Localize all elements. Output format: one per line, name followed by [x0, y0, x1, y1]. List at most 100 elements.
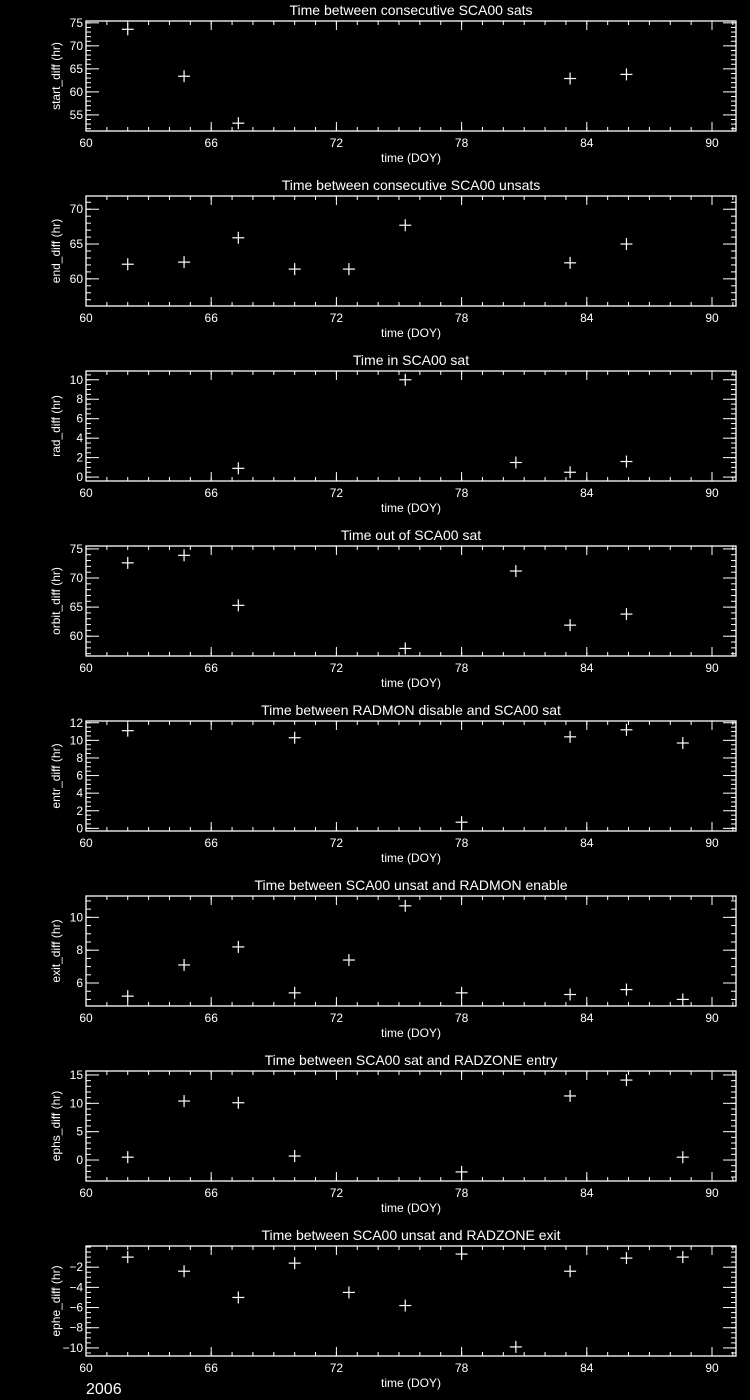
- data-point: [564, 466, 577, 479]
- x-tick-label: 90: [705, 136, 719, 150]
- data-point: [121, 23, 134, 36]
- x-tick-label: 60: [79, 661, 93, 675]
- x-tick-label: 84: [580, 1011, 594, 1025]
- x-tick-label: 78: [455, 836, 469, 850]
- x-tick-label: 84: [580, 1361, 594, 1375]
- x-tick-label: 90: [705, 486, 719, 500]
- data-point: [178, 1095, 191, 1108]
- chart-panel-1: Time between consecutive SCA00 sats time …: [49, 2, 737, 165]
- y-axis-label: start_diff (hr): [49, 42, 63, 110]
- chart-title: Time between RADMON disable and SCA00 sa…: [261, 702, 561, 718]
- x-tick-label: 72: [330, 1361, 344, 1375]
- chart-title: Time in SCA00 sat: [353, 352, 469, 368]
- y-tick-label: 60: [70, 629, 84, 643]
- y-tick-label: 10: [70, 910, 84, 924]
- data-point: [620, 608, 633, 621]
- x-tick-label: 84: [580, 836, 594, 850]
- x-tick-label: 78: [455, 1011, 469, 1025]
- x-tick-label: 66: [205, 311, 219, 325]
- data-point: [121, 1251, 134, 1264]
- data-point: [121, 556, 134, 569]
- y-tick-label: 70: [70, 202, 84, 216]
- data-point: [178, 256, 191, 269]
- y-tick-label: 65: [70, 600, 84, 614]
- plot-frame: [85, 545, 737, 657]
- y-tick-label: −8: [69, 1321, 83, 1335]
- data-point: [399, 373, 412, 386]
- x-tick-label: 72: [330, 661, 344, 675]
- data-point: [232, 117, 245, 130]
- y-tick-label: 8: [76, 392, 83, 406]
- x-tick-label: 60: [79, 1186, 93, 1200]
- y-tick-label: 0: [76, 821, 83, 835]
- data-point: [620, 1252, 633, 1265]
- chart-panel-6: Time between SCA00 unsat and RADMON enab…: [49, 877, 737, 1040]
- data-point: [178, 958, 191, 971]
- y-tick-label: 8: [76, 943, 83, 957]
- data-point: [564, 256, 577, 269]
- y-tick-label: 6: [76, 976, 83, 990]
- data-point: [178, 1265, 191, 1278]
- x-tick-label: 84: [580, 661, 594, 675]
- x-tick-label: 78: [455, 486, 469, 500]
- plot-frame: [85, 1070, 737, 1182]
- data-point: [232, 599, 245, 612]
- data-point: [288, 986, 301, 999]
- data-point: [509, 456, 522, 469]
- y-tick-label: 65: [70, 62, 84, 76]
- y-tick-label: −10: [63, 1341, 84, 1355]
- x-tick-label: 60: [79, 136, 93, 150]
- x-tick-label: 72: [330, 1011, 344, 1025]
- y-tick-label: 10: [70, 733, 84, 747]
- data-point: [620, 238, 633, 251]
- x-axis-label: time (DOY): [381, 1201, 441, 1215]
- x-tick-label: 78: [455, 136, 469, 150]
- data-point: [342, 954, 355, 967]
- data-point: [232, 940, 245, 953]
- chart-title: Time out of SCA00 sat: [341, 527, 481, 543]
- data-point: [564, 619, 577, 632]
- y-tick-label: 15: [70, 1068, 84, 1082]
- x-tick-label: 90: [705, 311, 719, 325]
- y-tick-label: 65: [70, 237, 84, 251]
- data-point: [342, 263, 355, 276]
- x-tick-label: 72: [330, 836, 344, 850]
- y-tick-label: −4: [69, 1280, 83, 1294]
- data-point: [121, 990, 134, 1003]
- data-point: [455, 986, 468, 999]
- x-tick-label: 60: [79, 486, 93, 500]
- y-tick-label: 2: [76, 804, 83, 818]
- data-point: [232, 1291, 245, 1304]
- x-axis-label: time (DOY): [381, 326, 441, 340]
- chart-panel-7: Time between SCA00 sat and RADZONE entry…: [49, 1052, 737, 1215]
- plot-frame: [85, 195, 737, 307]
- x-tick-label: 60: [79, 311, 93, 325]
- y-tick-label: −6: [69, 1301, 83, 1315]
- x-tick-label: 84: [580, 1186, 594, 1200]
- data-point: [232, 462, 245, 475]
- x-tick-label: 72: [330, 136, 344, 150]
- y-tick-label: 4: [76, 786, 83, 800]
- data-point: [676, 1151, 689, 1164]
- y-tick-label: 75: [70, 16, 84, 30]
- data-point: [342, 1286, 355, 1299]
- y-tick-label: 60: [70, 272, 84, 286]
- plot-frame: [85, 1245, 737, 1357]
- data-point: [288, 1150, 301, 1163]
- x-axis-label: time (DOY): [381, 676, 441, 690]
- x-tick-label: 60: [79, 1361, 93, 1375]
- chart-panel-8: Time between SCA00 unsat and RADZONE exi…: [49, 1227, 737, 1390]
- data-point: [121, 258, 134, 271]
- x-tick-label: 84: [580, 311, 594, 325]
- x-tick-label: 90: [705, 836, 719, 850]
- data-point: [620, 68, 633, 81]
- x-tick-label: 72: [330, 486, 344, 500]
- y-tick-label: 4: [76, 431, 83, 445]
- data-point: [676, 993, 689, 1006]
- x-tick-label: 66: [205, 1011, 219, 1025]
- y-axis-label: ephe_diff (hr): [49, 1265, 63, 1336]
- data-point: [509, 565, 522, 578]
- x-axis-label: time (DOY): [381, 501, 441, 515]
- data-point: [455, 816, 468, 829]
- x-tick-label: 78: [455, 661, 469, 675]
